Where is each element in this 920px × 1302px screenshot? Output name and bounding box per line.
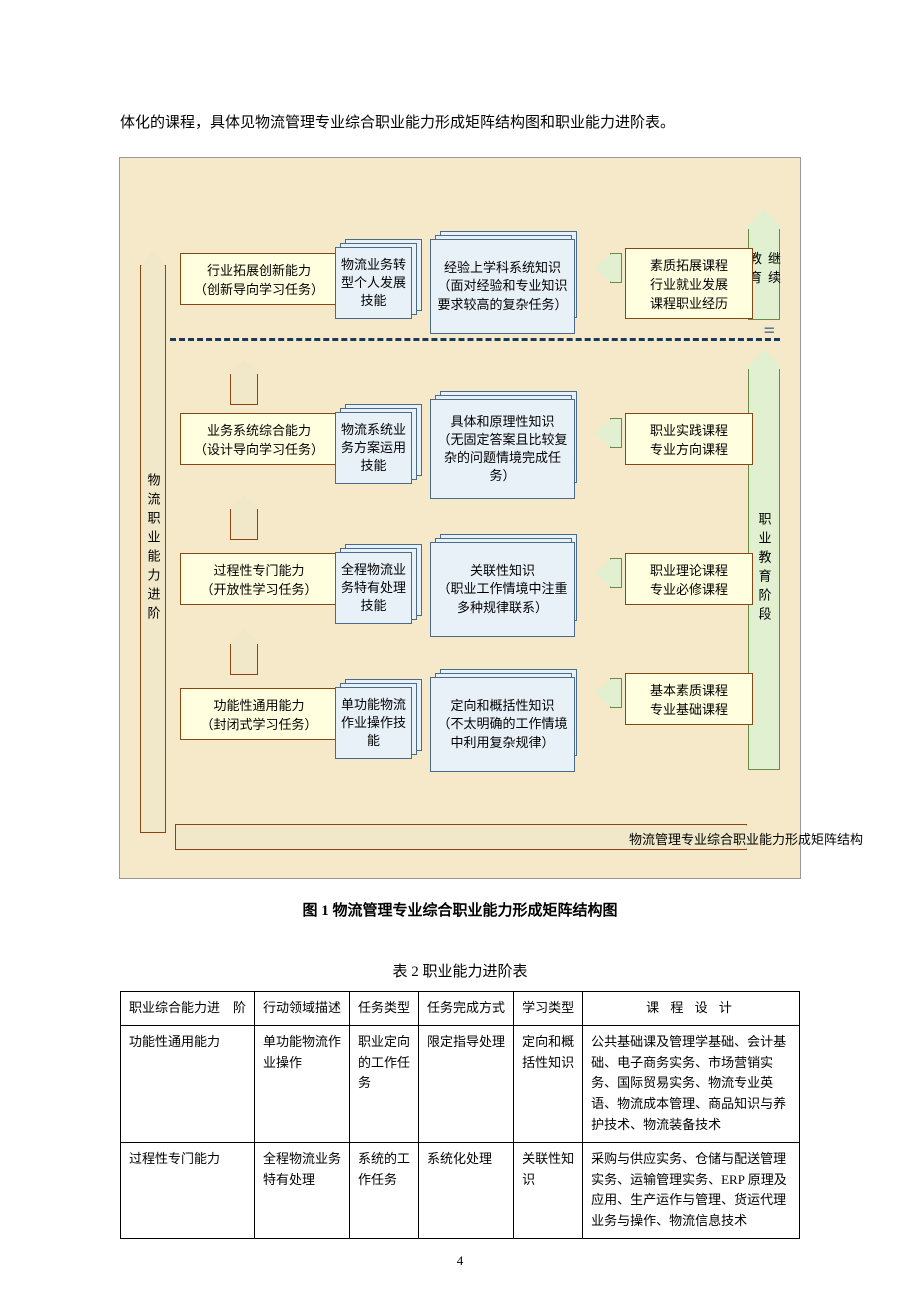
bottom-axis-arrow: 物流管理专业综合职业能力形成矩阵结构 xyxy=(175,824,747,850)
th-0: 职业综合能力进 阶 xyxy=(121,992,255,1026)
vocational-stage-label: 职业教育阶段 xyxy=(755,512,774,626)
intro-paragraph: 体化的课程，具体见物流管理专业综合职业能力形成矩阵结构图和职业能力进阶表。 xyxy=(120,110,800,137)
dashed-divider xyxy=(170,338,780,341)
table-row: 过程性专门能力 全程物流业务特有处理 系统的工作任务 系统化处理 关联性知识 采… xyxy=(121,1142,800,1238)
up-arrow-icon xyxy=(230,373,258,405)
row4-course-arrow xyxy=(610,678,622,708)
table-title: 表 2 职业能力进阶表 xyxy=(0,960,920,981)
table-header-row: 职业综合能力进 阶 行动领域描述 任务类型 任务完成方式 学习类型 课 程 设 … xyxy=(121,992,800,1026)
row3-yellow-box: 过程性专门能力（开放性学习任务） xyxy=(180,553,338,605)
row4-knowledge-box: 定向和概括性知识（不太明确的工作情境中利用复杂规律） xyxy=(430,677,575,772)
row2-course-arrow xyxy=(610,418,622,448)
th-1: 行动领域描述 xyxy=(255,992,350,1026)
th-4: 学习类型 xyxy=(514,992,583,1026)
th-5: 课 程 设 计 xyxy=(583,992,800,1026)
bottom-axis-label: 物流管理专业综合职业能力形成矩阵结构 xyxy=(461,829,920,848)
row2-skill-box: 物流系统业务方案运用技能 xyxy=(335,412,412,484)
row2-knowledge-box: 具体和原理性知识（无固定答案且比较复杂的问题情境完成任务） xyxy=(430,399,575,499)
th-3: 任务完成方式 xyxy=(419,992,514,1026)
matrix-diagram: 物流职业能力进阶 物流管理专业综合职业能力形成矩阵结构 继续教育 = 职业教育阶… xyxy=(119,157,801,879)
row2-course-box: 职业实践课程专业方向课程 xyxy=(625,413,753,465)
left-axis-arrow: 物流职业能力进阶 xyxy=(140,265,166,833)
row3-knowledge-box: 关联性知识（职业工作情境中注重多种规律联系） xyxy=(430,542,575,637)
row4-yellow-box: 功能性通用能力（封闭式学习任务） xyxy=(180,688,338,740)
row1-yellow-box: 行业拓展创新能力（创新导向学习任务） xyxy=(180,253,338,305)
row2-yellow-box: 业务系统综合能力（设计导向学习任务） xyxy=(180,413,338,465)
row1-course-arrow xyxy=(610,253,622,283)
row1-skill-box: 物流业务转型个人发展技能 xyxy=(335,247,412,319)
up-arrow-icon xyxy=(230,508,258,540)
table-row: 功能性通用能力 单功能物流作业操作 职业定向的工作任务 限定指导处理 定向和概括… xyxy=(121,1025,800,1142)
row4-course-box: 基本素质课程专业基础课程 xyxy=(625,673,753,725)
figure-caption: 图 1 物流管理专业综合职业能力形成矩阵结构图 xyxy=(0,899,920,920)
page-number: 4 xyxy=(457,1253,464,1269)
up-arrow-icon xyxy=(230,643,258,675)
left-axis-label: 物流职业能力进阶 xyxy=(144,473,163,625)
capability-table: 职业综合能力进 阶 行动领域描述 任务类型 任务完成方式 学习类型 课 程 设 … xyxy=(120,991,800,1239)
row1-course-box: 素质拓展课程行业就业发展课程职业经历 xyxy=(625,248,753,319)
th-2: 任务类型 xyxy=(350,992,419,1026)
row3-course-box: 职业理论课程专业必修课程 xyxy=(625,553,753,605)
row4-skill-box: 单功能物流作业操作技能 xyxy=(335,687,412,759)
row3-course-arrow xyxy=(610,558,622,588)
row1-knowledge-box: 经验上学科系统知识（面对经验和专业知识要求较高的复杂任务） xyxy=(430,239,575,334)
row3-skill-box: 全程物流业务特有处理技能 xyxy=(335,552,412,624)
